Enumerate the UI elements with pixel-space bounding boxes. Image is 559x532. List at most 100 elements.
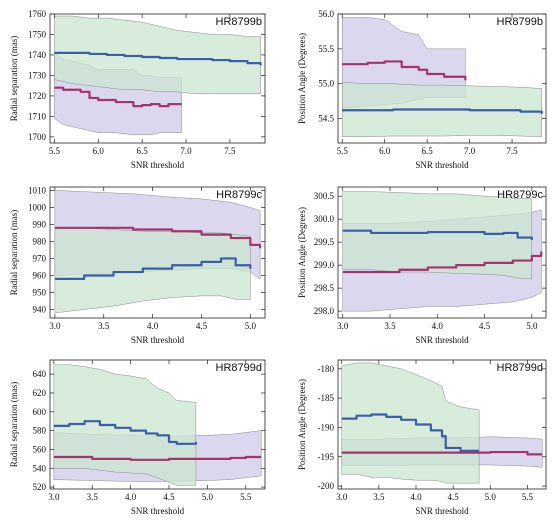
x-axis-label: SNR threshold: [415, 160, 469, 170]
y-tick-label: 990: [33, 219, 47, 229]
panel-title: HR8799d: [497, 362, 543, 374]
y-tick-label: 54.5: [318, 114, 334, 124]
chart-panel-1: 5.5 6.0 6.5 7.0 7.5 1700 1710 1720 1730 1740 1750 1…: [9, 9, 266, 170]
series-line-2: [54, 86, 182, 108]
uncertainty-band-1: [54, 227, 251, 314]
series-line-2: [54, 226, 262, 249]
y-tick-label: 1730: [28, 70, 47, 80]
x-tick-label: 4.0: [125, 492, 137, 502]
x-tick-label: 5.5: [240, 492, 252, 502]
x-tick-label: 3.0: [337, 321, 349, 331]
y-tick-label: 56.0: [318, 9, 334, 19]
y-tick-label: 55.5: [318, 44, 334, 54]
y-axis-label: Radial separation (mas): [9, 210, 19, 295]
y-tick-label: -200: [318, 481, 335, 491]
x-tick-label: 4.0: [410, 492, 422, 502]
x-tick-label: 3.5: [98, 321, 110, 331]
chart-panel-3: 3.0 3.5 4.0 4.5 5.0 940 950 960 970 980 990 1000 101…: [9, 185, 266, 345]
y-tick-label: 960: [33, 270, 47, 280]
y-tick-label: 300.5: [314, 191, 335, 201]
y-tick-label: -190: [318, 422, 335, 432]
x-tick-label: 5.0: [202, 492, 214, 502]
y-tick-label: 299.0: [314, 260, 335, 270]
uncertainty-band-1: [342, 191, 533, 280]
y-axis-label: Radial separation (mas): [9, 36, 19, 121]
y-tick-label: 300.0: [314, 214, 335, 224]
y-tick-label: -185: [318, 393, 335, 403]
x-tick-label: 3.5: [384, 321, 396, 331]
x-tick-label: 7.0: [180, 146, 192, 156]
series-line-1: [342, 229, 533, 240]
series-line-1: [341, 413, 480, 452]
x-tick-label: 4.5: [479, 321, 491, 331]
x-tick-label: 5.5: [337, 146, 349, 156]
y-tick-label: 55.0: [318, 79, 334, 89]
series-line-1: [342, 108, 543, 114]
x-tick-label: 7.5: [224, 146, 236, 156]
y-tick-label: 520: [33, 482, 47, 492]
y-tick-label: 640: [33, 369, 47, 379]
x-tick-label: 5.0: [245, 321, 257, 331]
series-line-1: [54, 257, 252, 280]
y-tick-label: 540: [33, 463, 47, 473]
x-tick-label: 4.0: [147, 321, 159, 331]
plot-area: [54, 190, 262, 314]
y-tick-label: 1740: [28, 50, 47, 60]
chart-panel-6: 3.0 3.5 4.0 4.5 5.0 5.5 -200 -195 -190 -185 -180 HR…: [297, 359, 547, 516]
x-tick-label: 3.0: [48, 492, 60, 502]
y-tick-label: 940: [33, 304, 47, 314]
plot-area: [342, 191, 543, 312]
panel-title: HR8799d: [216, 362, 262, 374]
x-tick-label: 7.0: [464, 146, 476, 156]
uncertainty-band-1: [341, 362, 480, 484]
panel-title: HR8799c: [216, 189, 262, 201]
x-tick-label: 7.5: [506, 146, 518, 156]
x-axis-label: SNR threshold: [131, 506, 185, 516]
plot-area: [341, 362, 543, 484]
x-tick-label: 3.0: [49, 321, 61, 331]
y-tick-label: 970: [33, 253, 47, 263]
x-tick-label: 4.5: [163, 492, 175, 502]
y-tick-label: 1700: [28, 132, 47, 142]
y-tick-label: 1720: [28, 91, 47, 101]
x-tick-label: 3.0: [336, 492, 348, 502]
x-tick-label: 5.0: [526, 321, 538, 331]
y-tick-label: 980: [33, 236, 47, 246]
x-tick-label: 3.5: [87, 492, 99, 502]
plot-frame: [337, 359, 547, 490]
x-axis-label: SNR threshold: [415, 506, 469, 516]
x-tick-label: 4.5: [448, 492, 460, 502]
series-line-2: [53, 455, 262, 461]
y-tick-label: 1750: [28, 29, 47, 39]
x-tick-label: 5.0: [485, 492, 497, 502]
panel-title: HR8799b: [497, 16, 543, 28]
x-axis-label: SNR threshold: [131, 335, 185, 345]
series-line-1: [54, 51, 262, 66]
x-tick-label: 6.0: [93, 146, 105, 156]
panel-title: HR8799b: [216, 16, 262, 28]
y-tick-label: 580: [33, 426, 47, 436]
series-line-2: [342, 60, 467, 81]
series-line-2: [342, 251, 543, 274]
series-line-2: [341, 450, 543, 456]
plot-frame: [49, 359, 266, 490]
uncertainty-band-1: [54, 15, 261, 95]
y-tick-label: -180: [318, 364, 335, 374]
plot-area: [341, 17, 543, 137]
panel-title: HR8799c: [497, 189, 543, 201]
y-axis-label: Position Angle (Degrees): [297, 379, 307, 470]
y-tick-label: 600: [33, 407, 47, 417]
y-tick-label: 1760: [28, 9, 47, 19]
x-tick-label: 4.5: [196, 321, 208, 331]
chart-panel-2: 5.5 6.0 6.5 7.0 7.5 54.5 55.0 55.5 56.0 HR8799b SN…: [297, 9, 547, 170]
y-axis-label: Radial separation (mas): [9, 382, 19, 467]
y-tick-label: 298.5: [314, 283, 335, 293]
y-tick-label: 1000: [28, 202, 47, 212]
plot-frame: [337, 186, 547, 319]
plot-frame: [337, 13, 547, 144]
x-axis-label: SNR threshold: [131, 160, 185, 170]
x-axis-label: SNR threshold: [415, 335, 469, 345]
chart-panel-4: 3.0 3.5 4.0 4.5 5.0 298.0 298.5 299.0 299.5 300.0…: [297, 186, 547, 345]
y-tick-label: 1010: [28, 185, 47, 195]
